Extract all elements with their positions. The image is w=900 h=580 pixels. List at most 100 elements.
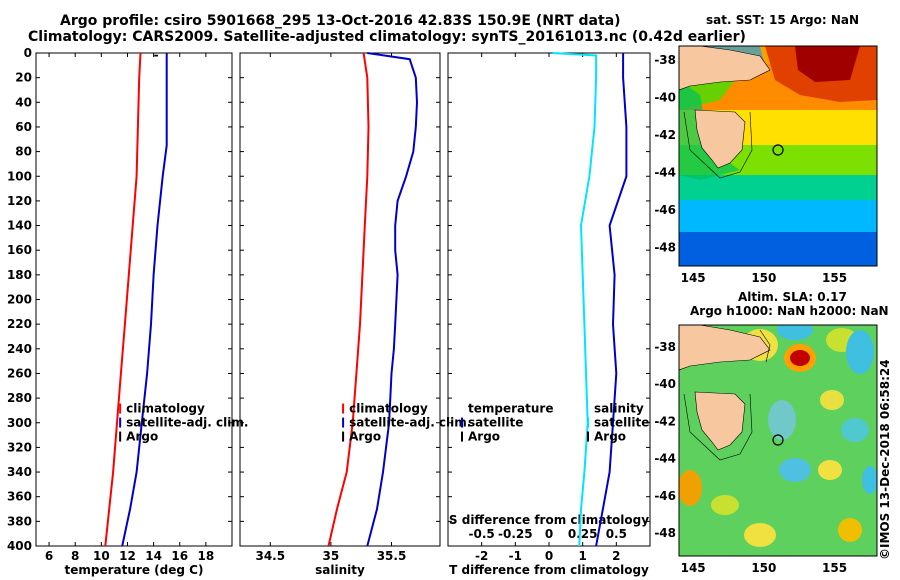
x-tick-label: -2 [475,549,488,563]
legend-entry: temperature [468,402,553,416]
annotation-mark: - [154,48,159,62]
y-tick-label: 400 [7,539,32,553]
x-axis-label: T difference from climatology [449,563,649,577]
plot-frame [447,52,651,547]
legend-entry: climatology [126,402,205,416]
y-tick-label: 320 [7,440,32,454]
sst-map [678,45,878,267]
y-tick-label: 220 [7,317,32,331]
y-tick-label: 300 [7,416,32,430]
x-tick-label: 1 [578,549,586,563]
y-tick-label: 280 [7,391,32,405]
y-tick-label: 140 [7,219,32,233]
y-tick-label: 60 [15,120,32,134]
y-tick-label: 20 [15,71,32,85]
y-tick-label: 180 [7,268,32,282]
legend-entry: satellite-adj. clim. [349,416,471,430]
series-line-climatology [104,52,142,547]
y-tick-label: 0 [24,46,32,60]
x-tick-label: 10 [93,549,110,563]
chart-difference: -2 -1 0 1 2T difference from climatology -0.5… [447,52,651,577]
x-top-axis-label: S difference from climatology [449,513,649,527]
x-tick-label: 35 [323,549,340,563]
x-tick-label: 2 [612,549,620,563]
series-line-satellite-adj-clim- [121,53,168,547]
y-tick-label: 380 [7,514,32,528]
series-line-satellite-adj-clim- [366,52,419,547]
y-tick-label: 260 [7,366,32,380]
x-tick-label: 12 [119,549,136,563]
plot-frame [35,52,233,547]
x-tick-label: 16 [171,549,188,563]
y-tick-label: 340 [7,465,32,479]
y-tick-label: 40 [15,95,32,109]
sst-lat-tick-label: -42 [654,128,676,142]
x-tick-label: 14 [145,549,162,563]
y-tick-label: 120 [7,194,32,208]
sst-map-title: sat. SST: 15 Argo: NaN [706,13,860,27]
y-tick-label: 160 [7,243,32,257]
x-tick-label: 18 [198,549,215,563]
sla-map-title-2: Argo h1000: NaN h2000: NaN [690,304,889,318]
x-tick-label: 6 [45,549,53,563]
sla-map-title-1: Altim. SLA: 0.17 [738,290,847,304]
y-tick-label: 80 [15,145,32,159]
sla-lat-tick-label: -40 [654,377,676,391]
x-tick-label: 34.5 [255,549,285,563]
legend-entry: Argo [468,430,500,444]
sla-lat-tick-label: -48 [654,526,676,540]
sst-lon-tick-label: 155 [822,271,847,285]
sst-lat-tick-label: -40 [654,91,676,105]
y-tick-label: 200 [7,293,32,307]
x-top-tick-label: -0.25 [498,527,533,541]
x-top-tick-label: 0 [545,527,553,541]
x-tick-label: 0 [545,549,553,563]
x-axis-label: temperature (deg C) [65,563,204,577]
legend-entry: salinity [594,402,644,416]
sla-map [678,324,878,557]
legend-entry: Argo [126,430,158,444]
sla-lon-tick-label: 150 [751,561,776,575]
series-line-salinity [552,52,598,547]
map-axis-ticks: 145 150 155 -38 -40 -42 -44 -46 -48 145 150 155 -38 -… [654,53,847,575]
series-line-temperature [595,53,628,547]
x-tick-label: 8 [71,549,79,563]
title-line-2: Climatology: CARS2009. Satellite-adjuste… [28,29,746,45]
argo-position-marker-sst [772,144,784,156]
plot-frame [239,52,441,547]
x-top-tick-label: 0.25 [568,527,598,541]
sst-lat-tick-label: -48 [654,241,676,255]
sla-lat-tick-label: -46 [654,489,676,503]
sla-lat-tick-label: -42 [654,414,676,428]
sla-lat-tick-label: -38 [654,340,676,354]
legend-entry: Argo [594,430,626,444]
argo-position-marker-sla [772,434,784,446]
legend-entry: satellite [594,416,649,430]
sst-lat-tick-label: -44 [654,166,676,180]
legend-entry: satellite-adj. clim. [126,416,248,430]
series-line-climatology [327,52,370,547]
sla-lon-tick-label: 145 [681,561,706,575]
legend-entry: climatology [349,402,428,416]
profile-charts: 0204060801001201401601802002202402602803… [7,46,651,577]
sst-lon-tick-label: 145 [681,271,706,285]
y-tick-label: 100 [7,169,32,183]
chart-temperature: 0 20 40 60 80 100 120 140 160 180 200 220 240 260 280 3… [7,46,248,577]
legend-entry: Argo [349,430,381,444]
x-tick-label: 35.5 [377,549,407,563]
x-top-tick-label: -0.5 [469,527,495,541]
title-line-1: Argo profile: csiro 5901668_295 13-Oct-2… [60,13,621,29]
legend-entry: satellite [468,416,523,430]
sst-lon-tick-label: 150 [751,271,776,285]
y-tick-label: 360 [7,490,32,504]
chart-salinity: 34.5 35 35.5 salinity climatologysatellite-a… [239,52,471,577]
x-top-tick-label: 0.5 [606,527,627,541]
sst-lat-tick-label: -46 [654,203,676,217]
x-tick-label: -1 [509,549,522,563]
x-axis-label: salinity [315,563,365,577]
sst-lat-tick-label: -38 [654,53,676,67]
y-tick-label: 240 [7,342,32,356]
sla-lon-tick-label: 155 [822,561,847,575]
sla-lat-tick-label: -44 [654,452,676,466]
